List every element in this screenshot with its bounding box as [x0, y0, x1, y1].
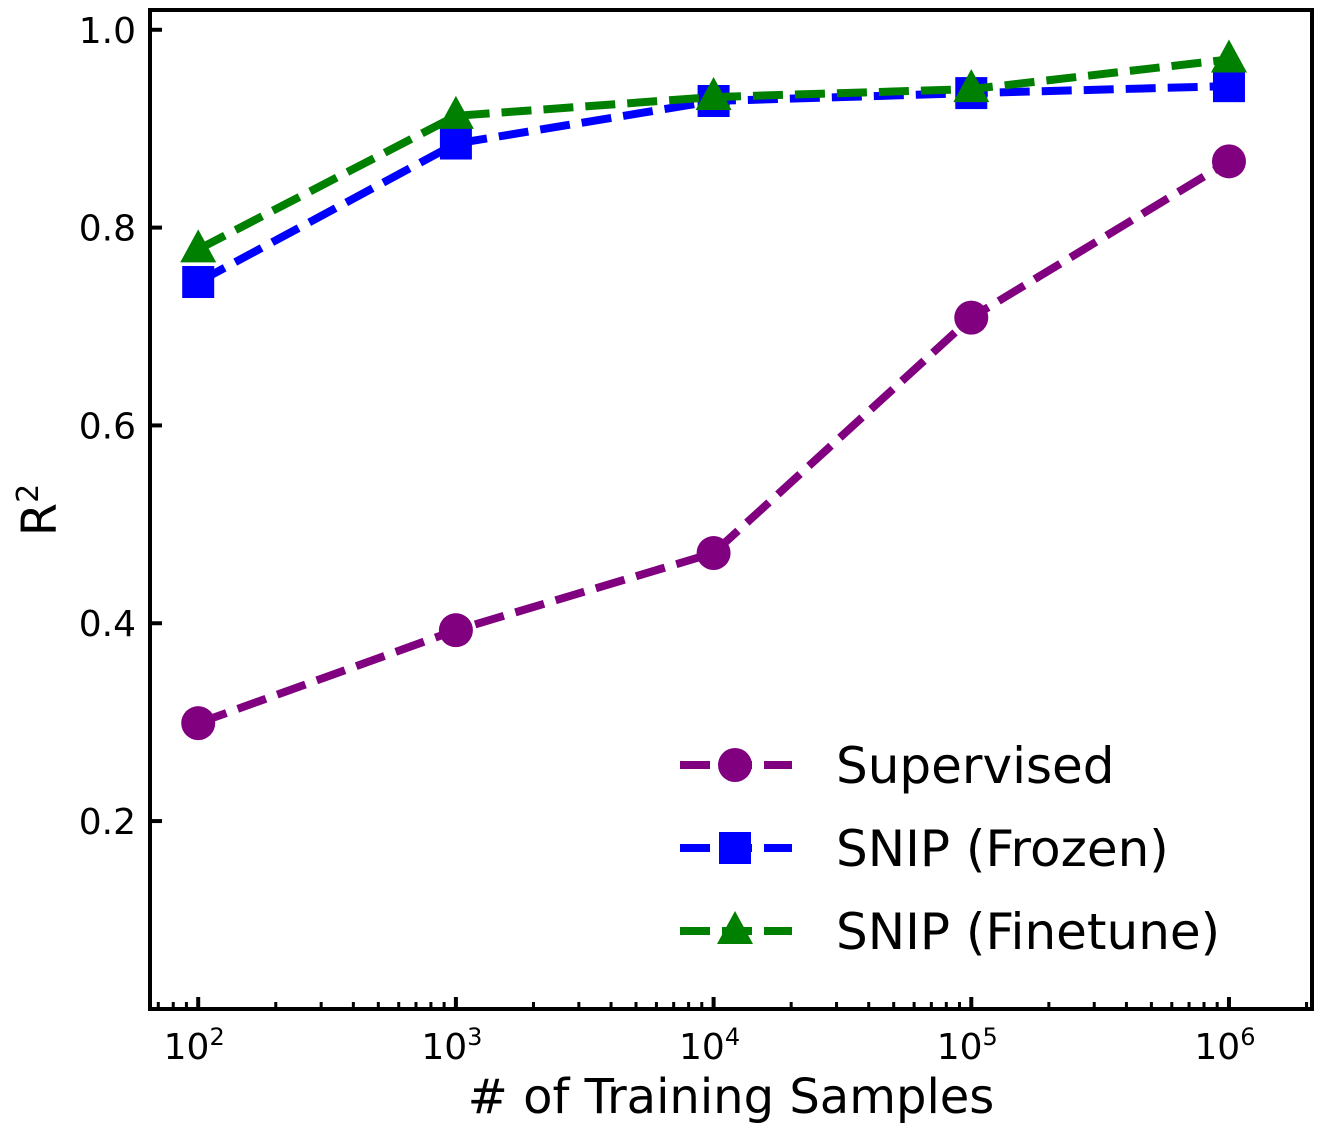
legend-layer: Supervised SNIP (Frozen) SNIP (Finetune): [680, 737, 1220, 961]
legend-marker: [719, 832, 751, 864]
plot-frame: [148, 8, 1314, 1011]
series-supervised: [181, 144, 1246, 741]
data-point: [1211, 144, 1246, 179]
data-point: [696, 536, 731, 571]
legend-item: SNIP (Finetune): [680, 903, 1220, 961]
x-tick-exponent: 2: [209, 1023, 224, 1051]
series-layer: [180, 39, 1247, 741]
legend-label: SNIP (Finetune): [836, 903, 1220, 961]
legend-label: Supervised: [836, 737, 1115, 795]
y-tick-label: 0.8: [79, 209, 136, 250]
legend-marker: [717, 911, 753, 944]
data-point: [1210, 39, 1247, 73]
legend-item: SNIP (Frozen): [680, 820, 1169, 878]
y-tick-label: 0.2: [79, 802, 136, 843]
x-tick-label: 102: [164, 1023, 225, 1068]
data-point: [695, 77, 732, 111]
y-tick-label: 0.6: [79, 406, 136, 447]
legend-marker: [718, 748, 752, 782]
series-line: [196, 157, 1232, 727]
data-point: [438, 613, 473, 648]
x-axis-title: # of Training Samples: [468, 1069, 995, 1125]
x-tick-exponent: 5: [983, 1023, 998, 1051]
y-tick-label: 1.0: [79, 11, 136, 52]
data-point: [1212, 70, 1245, 103]
x-tick-label: 104: [679, 1023, 740, 1068]
y-axis-title: R2: [11, 484, 68, 536]
x-tick-exponent: 3: [467, 1023, 482, 1051]
data-point: [439, 127, 472, 160]
data-point: [954, 300, 989, 335]
x-tick-exponent: 4: [725, 1023, 740, 1051]
data-point: [437, 95, 474, 129]
data-point: [953, 69, 990, 103]
series-snip-finetune: [180, 39, 1247, 263]
x-tick-label: 105: [937, 1023, 998, 1068]
x-tick-label: 103: [421, 1023, 482, 1068]
data-point: [180, 229, 217, 263]
data-point: [181, 706, 216, 741]
x-tick-label: 106: [1194, 1023, 1255, 1068]
data-point: [182, 266, 215, 299]
y-axis-title-exponent: 2: [11, 484, 46, 503]
labels-layer: 0.2 0.4 0.6 0.8 1.0 102 103 104 105 106 # of Train…: [11, 11, 1256, 1125]
legend-label: SNIP (Frozen): [836, 820, 1169, 878]
legend-item: Supervised: [680, 737, 1115, 795]
y-tick-label: 0.4: [79, 604, 136, 645]
x-tick-exponent: 6: [1240, 1023, 1255, 1051]
